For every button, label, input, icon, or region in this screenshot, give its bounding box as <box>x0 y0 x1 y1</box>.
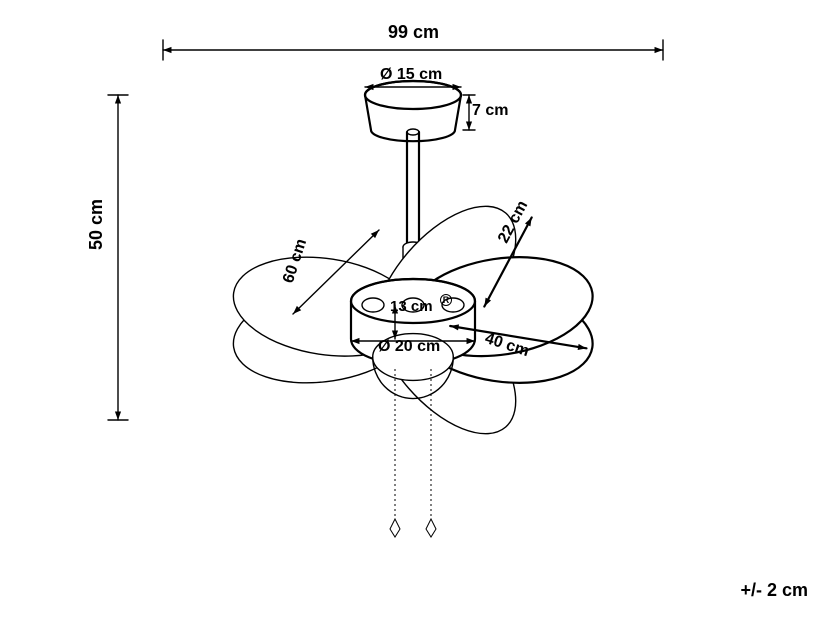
label-mount-height: 7 cm <box>472 102 508 120</box>
label-hub-height-circ: R <box>440 294 452 306</box>
label-overall-width: 99 cm <box>388 22 439 43</box>
label-hub-height: 13 cm <box>390 298 433 315</box>
label-tolerance: +/- 2 cm <box>740 580 808 601</box>
label-overall-height: 50 cm <box>86 199 107 250</box>
label-mount-diameter: Ø 15 cm <box>380 66 442 84</box>
label-hub-diameter: Ø 20 cm <box>378 338 440 356</box>
